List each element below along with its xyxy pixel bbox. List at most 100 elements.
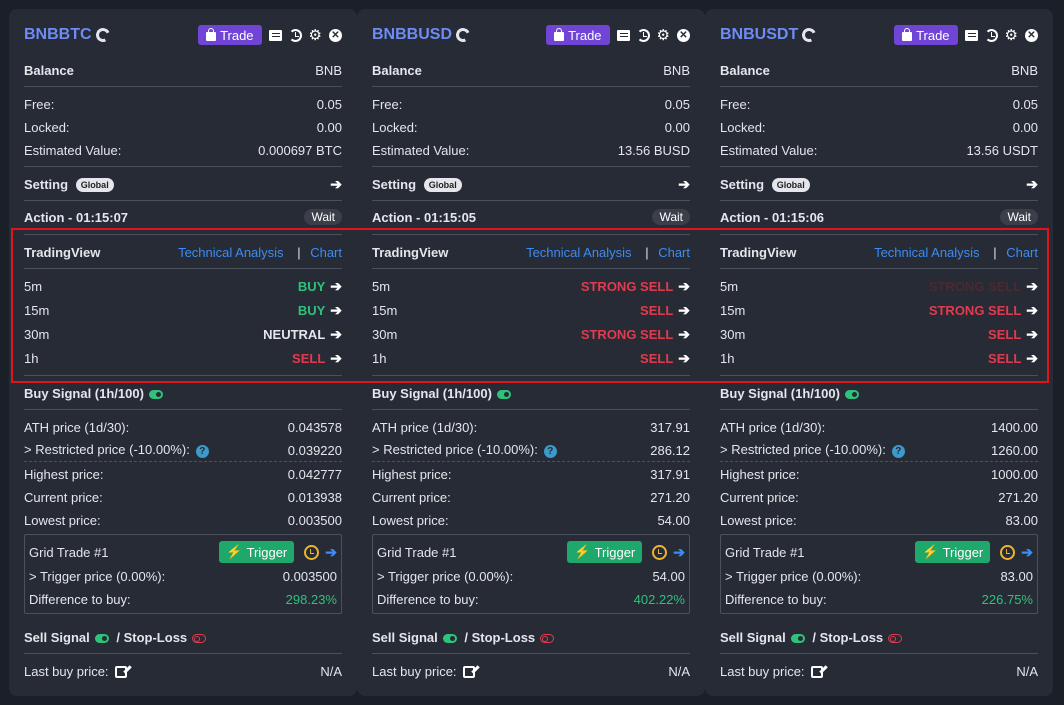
tv-signal[interactable]: SELL ➔ [640, 350, 690, 367]
gear-icon[interactable]: ⚙ [308, 26, 322, 44]
tv-arrow-icon[interactable]: ➔ [330, 325, 342, 342]
chart-link[interactable]: Chart [658, 244, 690, 260]
clock-icon[interactable] [304, 544, 320, 560]
tv-arrow-icon[interactable]: ➔ [678, 325, 690, 342]
tv-signal[interactable]: SELL ➔ [292, 350, 342, 367]
tv-signal[interactable]: BUY ➔ [298, 302, 342, 319]
wait-badge: Wait [652, 209, 690, 225]
tv-signal[interactable]: BUY ➔ [298, 278, 342, 295]
restricted-value: 1260.00 [991, 442, 1038, 458]
edit-icon[interactable] [810, 666, 823, 679]
buy-signal-toggle-icon[interactable] [844, 389, 859, 399]
help-icon[interactable]: ? [195, 445, 209, 458]
symbol-name[interactable]: BNBUSDT [720, 26, 799, 43]
chart-link[interactable]: Chart [1006, 244, 1038, 260]
estimated-value: 13.56 USDT [966, 142, 1038, 158]
edit-icon[interactable] [462, 666, 475, 679]
stop-loss-toggle-icon[interactable] [540, 633, 555, 643]
sell-signal-toggle-icon[interactable] [790, 633, 805, 643]
history-icon[interactable] [984, 28, 998, 42]
clock-icon[interactable] [1000, 544, 1016, 560]
clock-icon[interactable] [652, 544, 668, 560]
tv-interval: 1h [24, 350, 39, 366]
locked-value: 0.00 [1012, 119, 1038, 135]
wait-badge: Wait [304, 209, 342, 225]
help-icon[interactable]: ? [891, 445, 905, 458]
list-icon[interactable] [268, 29, 282, 41]
gear-icon[interactable]: ⚙ [1004, 26, 1018, 44]
tv-arrow-icon[interactable]: ➔ [678, 277, 690, 294]
grid-trade-actions: ⚡ Trigger ➔ [915, 541, 1033, 563]
stop-loss-toggle-icon[interactable] [888, 633, 903, 643]
tv-arrow-icon[interactable]: ➔ [330, 277, 342, 294]
list-icon[interactable] [964, 29, 978, 41]
chart-link[interactable]: Chart [310, 244, 342, 260]
tv-signal[interactable]: NEUTRAL ➔ [263, 326, 342, 343]
tv-interval: 30m [720, 326, 746, 342]
technical-analysis-link[interactable]: Technical Analysis [526, 244, 632, 260]
tv-signal[interactable]: SELL ➔ [640, 302, 690, 319]
divider [372, 234, 690, 235]
tv-arrow-icon[interactable]: ➔ [678, 349, 690, 366]
trigger-button[interactable]: ⚡ Trigger [915, 541, 991, 563]
symbol-name[interactable]: BNBBUSD [372, 26, 452, 43]
close-icon[interactable]: ✕ [329, 28, 342, 42]
tv-arrow-icon[interactable]: ➔ [330, 349, 342, 366]
tv-signal[interactable]: STRONG SELL ➔ [581, 326, 690, 343]
tv-interval: 30m [372, 326, 398, 342]
sell-signal-toggle-icon[interactable] [442, 633, 457, 643]
close-icon[interactable]: ✕ [1025, 28, 1038, 42]
gear-icon[interactable]: ⚙ [656, 26, 670, 44]
trade-button[interactable]: Trade [198, 25, 262, 45]
tradingview-row: 15m STRONG SELL ➔ [720, 301, 1038, 319]
edit-icon[interactable] [114, 666, 127, 679]
grid-arrow-icon[interactable]: ➔ [673, 543, 685, 560]
setting-label-group: Setting Global [372, 177, 462, 193]
tv-arrow-icon[interactable]: ➔ [1026, 325, 1038, 342]
symbol-title[interactable]: BNBBTC [24, 26, 112, 44]
symbol-title[interactable]: BNBBUSD [372, 26, 472, 44]
tv-signal[interactable]: SELL ➔ [988, 326, 1038, 343]
grid-trade-label: Grid Trade #1 [29, 544, 109, 560]
trigger-button[interactable]: ⚡ Trigger [567, 541, 643, 563]
grid-arrow-icon[interactable]: ➔ [1021, 543, 1033, 560]
tv-signal-text: NEUTRAL [263, 326, 326, 342]
lowest-label: Lowest price: [372, 512, 449, 528]
setting-arrow-icon[interactable]: ➔ [1026, 175, 1038, 192]
setting-arrow-icon[interactable]: ➔ [678, 175, 690, 192]
trade-button[interactable]: Trade [546, 25, 610, 45]
tv-signal[interactable]: STRONG SELL ➔ [581, 278, 690, 295]
highest-value: 1000.00 [991, 466, 1038, 482]
tv-arrow-icon[interactable]: ➔ [1026, 277, 1038, 294]
history-icon[interactable] [636, 28, 650, 42]
trade-button[interactable]: Trade [894, 25, 958, 45]
close-icon[interactable]: ✕ [677, 28, 690, 42]
list-icon[interactable] [616, 29, 630, 41]
difference-value: 226.75% [981, 591, 1033, 607]
buy-signal-toggle-icon[interactable] [148, 389, 163, 399]
tv-signal[interactable]: STRONG SELL ➔ [929, 302, 1038, 319]
trigger-button[interactable]: ⚡ Trigger [219, 541, 295, 563]
divider [372, 200, 690, 201]
tv-signal[interactable]: STRONG SELL ➔ [929, 278, 1038, 295]
symbol-name[interactable]: BNBBTC [24, 26, 92, 43]
tv-arrow-icon[interactable]: ➔ [678, 301, 690, 318]
stop-loss-toggle-icon[interactable] [192, 633, 207, 643]
help-icon[interactable]: ? [543, 445, 557, 458]
setting-label-group: Setting Global [720, 177, 810, 193]
tv-arrow-icon[interactable]: ➔ [1026, 349, 1038, 366]
tradingview-links: Technical Analysis | Chart [526, 245, 690, 260]
tv-signal[interactable]: SELL ➔ [988, 350, 1038, 367]
tv-arrow-icon[interactable]: ➔ [330, 301, 342, 318]
technical-analysis-link[interactable]: Technical Analysis [874, 244, 980, 260]
tv-arrow-icon[interactable]: ➔ [1026, 301, 1038, 318]
technical-analysis-link[interactable]: Technical Analysis [178, 244, 284, 260]
grid-trade-box: Grid Trade #1 ⚡ Trigger ➔ > Trigger pric… [720, 534, 1038, 614]
setting-arrow-icon[interactable]: ➔ [330, 175, 342, 192]
history-icon[interactable] [288, 28, 302, 42]
grid-arrow-icon[interactable]: ➔ [325, 543, 337, 560]
symbol-title[interactable]: BNBUSDT [720, 26, 819, 44]
balance-asset: BNB [1011, 62, 1038, 78]
sell-signal-toggle-icon[interactable] [94, 633, 109, 643]
buy-signal-toggle-icon[interactable] [496, 389, 511, 399]
